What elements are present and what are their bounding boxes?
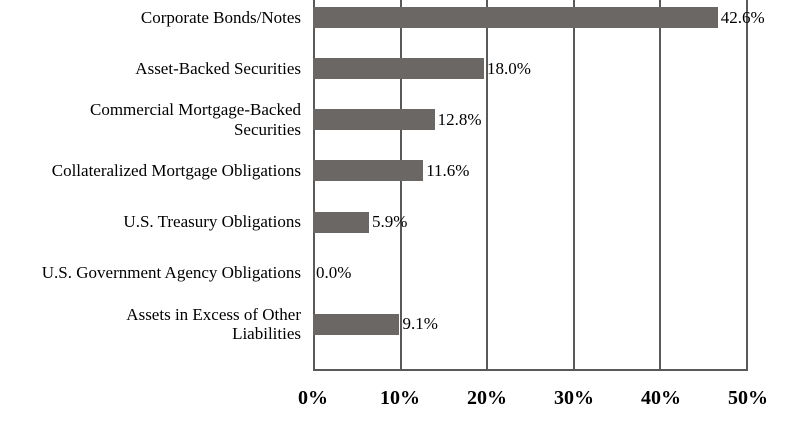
category-label: Collateralized Mortgage Obligations	[51, 161, 301, 181]
gridline-50	[746, 0, 748, 369]
chart-row: Commercial Mortgage-Backed Securities 12.8…	[0, 94, 788, 145]
gridline-10	[399, 0, 402, 369]
bar	[313, 160, 424, 182]
chart-row: Assets in Excess of Other Liabilities 9.1%	[0, 299, 788, 350]
bar	[313, 58, 484, 80]
category-label: Asset-Backed Securities	[135, 58, 301, 78]
gridline-30	[572, 0, 575, 369]
bar-track: 0.0%	[313, 263, 788, 284]
plot-area	[313, 0, 748, 371]
bar	[313, 7, 718, 29]
value-label: 42.6%	[720, 7, 765, 27]
category-label: Corporate Bonds/Notes	[140, 7, 301, 27]
x-axis: 0% 10% 20% 30% 40% 50%	[298, 387, 768, 417]
value-label: 9.1%	[402, 314, 438, 334]
bar	[313, 313, 400, 335]
bar-track: 9.1%	[313, 313, 788, 335]
bar-track: 18.0%	[313, 58, 788, 80]
value-label: 12.8%	[437, 109, 482, 129]
category-label: U.S. Government Agency Obligations	[41, 263, 301, 283]
x-tick-label: 40%	[641, 387, 681, 409]
gridline-20	[486, 0, 489, 369]
gridline-40	[659, 0, 662, 369]
category-label: Assets in Excess of Other Liabilities	[126, 304, 301, 344]
value-label: 11.6%	[426, 160, 470, 180]
x-tick-label: 50%	[728, 387, 768, 409]
chart-row: U.S. Government Agency Obligations 0.0%	[0, 248, 788, 299]
chart-rows: Corporate Bonds/Notes 42.6% Asset-Backed S…	[0, 0, 788, 350]
value-label: 0.0%	[316, 263, 352, 283]
x-tick-label: 0%	[298, 387, 328, 409]
x-tick-label: 10%	[380, 387, 420, 409]
x-tick-label: 20%	[467, 387, 507, 409]
bar-track: 5.9%	[313, 211, 788, 233]
value-label: 5.9%	[372, 212, 408, 232]
bar	[313, 211, 370, 233]
category-label: U.S. Treasury Obligations	[123, 212, 301, 232]
value-label: 18.0%	[487, 58, 531, 78]
x-tick-label: 30%	[554, 387, 594, 409]
chart-row: Collateralized Mortgage Obligations 11.6%	[0, 145, 788, 196]
bar-track: 11.6%	[313, 160, 788, 182]
chart-row: U.S. Treasury Obligations 5.9%	[0, 197, 788, 248]
bar-track: 42.6%	[313, 7, 788, 29]
chart-row: Asset-Backed Securities 18.0%	[0, 43, 788, 94]
bar-track: 12.8%	[313, 109, 788, 131]
bar	[313, 109, 435, 131]
category-label: Commercial Mortgage-Backed Securities	[89, 100, 301, 139]
chart-row: Corporate Bonds/Notes 42.6%	[0, 0, 788, 43]
